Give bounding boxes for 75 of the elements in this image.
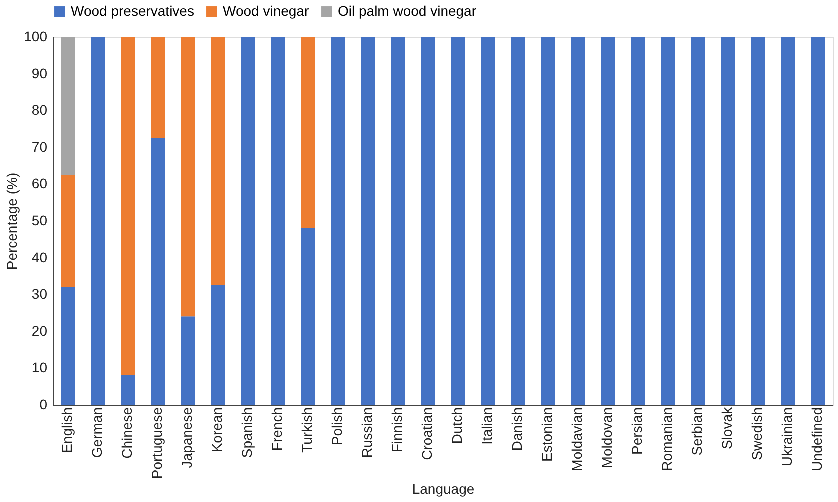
bar bbox=[361, 37, 375, 405]
x-tick-label: Slovak bbox=[719, 406, 735, 450]
y-tick-label: 90 bbox=[32, 65, 48, 82]
bar bbox=[91, 37, 105, 405]
x-tick-label: Chinese bbox=[119, 407, 135, 459]
x-tick-label: Dutch bbox=[449, 408, 465, 444]
y-tick-label: 70 bbox=[32, 138, 48, 155]
bar bbox=[61, 175, 75, 288]
bar bbox=[181, 37, 195, 317]
x-tick-label: Moldovan bbox=[599, 408, 615, 468]
x-tick-label: French bbox=[269, 408, 285, 452]
x-tick-label: Undefined bbox=[809, 408, 825, 472]
bar bbox=[601, 37, 615, 405]
y-tick-label: 10 bbox=[32, 360, 48, 376]
y-tick-label: 80 bbox=[32, 102, 48, 118]
bar bbox=[481, 37, 495, 405]
bar bbox=[751, 37, 765, 405]
bar bbox=[121, 376, 135, 405]
y-tick-label: 0 bbox=[40, 396, 48, 412]
y-axis-title: Percentage (%) bbox=[4, 172, 20, 270]
bar bbox=[241, 37, 255, 405]
bar bbox=[721, 37, 735, 405]
x-tick-label: English bbox=[59, 408, 75, 454]
x-tick-label: Japanese bbox=[179, 407, 195, 468]
bar bbox=[61, 37, 75, 175]
bar bbox=[811, 37, 825, 405]
x-tick-label: Croatian bbox=[419, 408, 435, 460]
x-tick-label: Danish bbox=[509, 408, 525, 452]
x-tick-label: Portuguese bbox=[149, 407, 165, 480]
x-tick-label: Swedish bbox=[749, 408, 765, 460]
bar bbox=[541, 37, 555, 405]
y-tick-label: 30 bbox=[32, 286, 48, 302]
x-axis-title: Language bbox=[412, 481, 475, 498]
bar bbox=[331, 37, 345, 405]
bar bbox=[151, 37, 165, 138]
bar bbox=[451, 37, 465, 405]
y-tick-label: 100 bbox=[24, 28, 48, 44]
y-tick-label: 40 bbox=[32, 249, 48, 266]
x-tick-label: Serbian bbox=[689, 408, 705, 456]
bar bbox=[211, 285, 225, 405]
bar bbox=[301, 228, 315, 405]
bar bbox=[301, 37, 315, 228]
x-tick-label: Finnish bbox=[389, 408, 405, 453]
bar bbox=[181, 316, 195, 405]
legend-label: Wood vinegar bbox=[223, 3, 310, 19]
y-tick-label: 50 bbox=[32, 212, 48, 228]
bar bbox=[121, 37, 135, 376]
legend-label: Oil palm wood vinegar bbox=[338, 3, 477, 19]
y-tick-label: 60 bbox=[32, 176, 48, 192]
x-tick-label: Polish bbox=[329, 408, 345, 446]
bar bbox=[661, 37, 675, 405]
bar bbox=[151, 138, 165, 405]
bar bbox=[571, 37, 585, 405]
x-tick-label: German bbox=[89, 408, 105, 458]
bar bbox=[211, 37, 225, 286]
bar bbox=[391, 37, 405, 405]
bar bbox=[631, 37, 645, 405]
x-tick-label: Korean bbox=[209, 408, 225, 453]
y-tick-label: 20 bbox=[32, 322, 48, 339]
x-tick-label: Persian bbox=[629, 408, 645, 455]
bar bbox=[421, 37, 435, 405]
x-tick-label: Turkish bbox=[299, 408, 315, 453]
x-tick-label: Ukrainian bbox=[779, 408, 795, 467]
legend-label: Wood preservatives bbox=[71, 3, 194, 19]
bar bbox=[61, 287, 75, 405]
bar bbox=[271, 37, 285, 405]
x-tick-label: Romanian bbox=[659, 408, 675, 472]
bar bbox=[511, 37, 525, 405]
bar bbox=[781, 37, 795, 405]
x-tick-label: Moldavian bbox=[569, 408, 585, 472]
x-tick-label: Spanish bbox=[239, 408, 255, 458]
x-tick-label: Estonian bbox=[539, 408, 555, 462]
x-tick-label: Italian bbox=[479, 408, 495, 445]
x-tick-label: Russian bbox=[359, 408, 375, 458]
bar bbox=[691, 37, 705, 405]
